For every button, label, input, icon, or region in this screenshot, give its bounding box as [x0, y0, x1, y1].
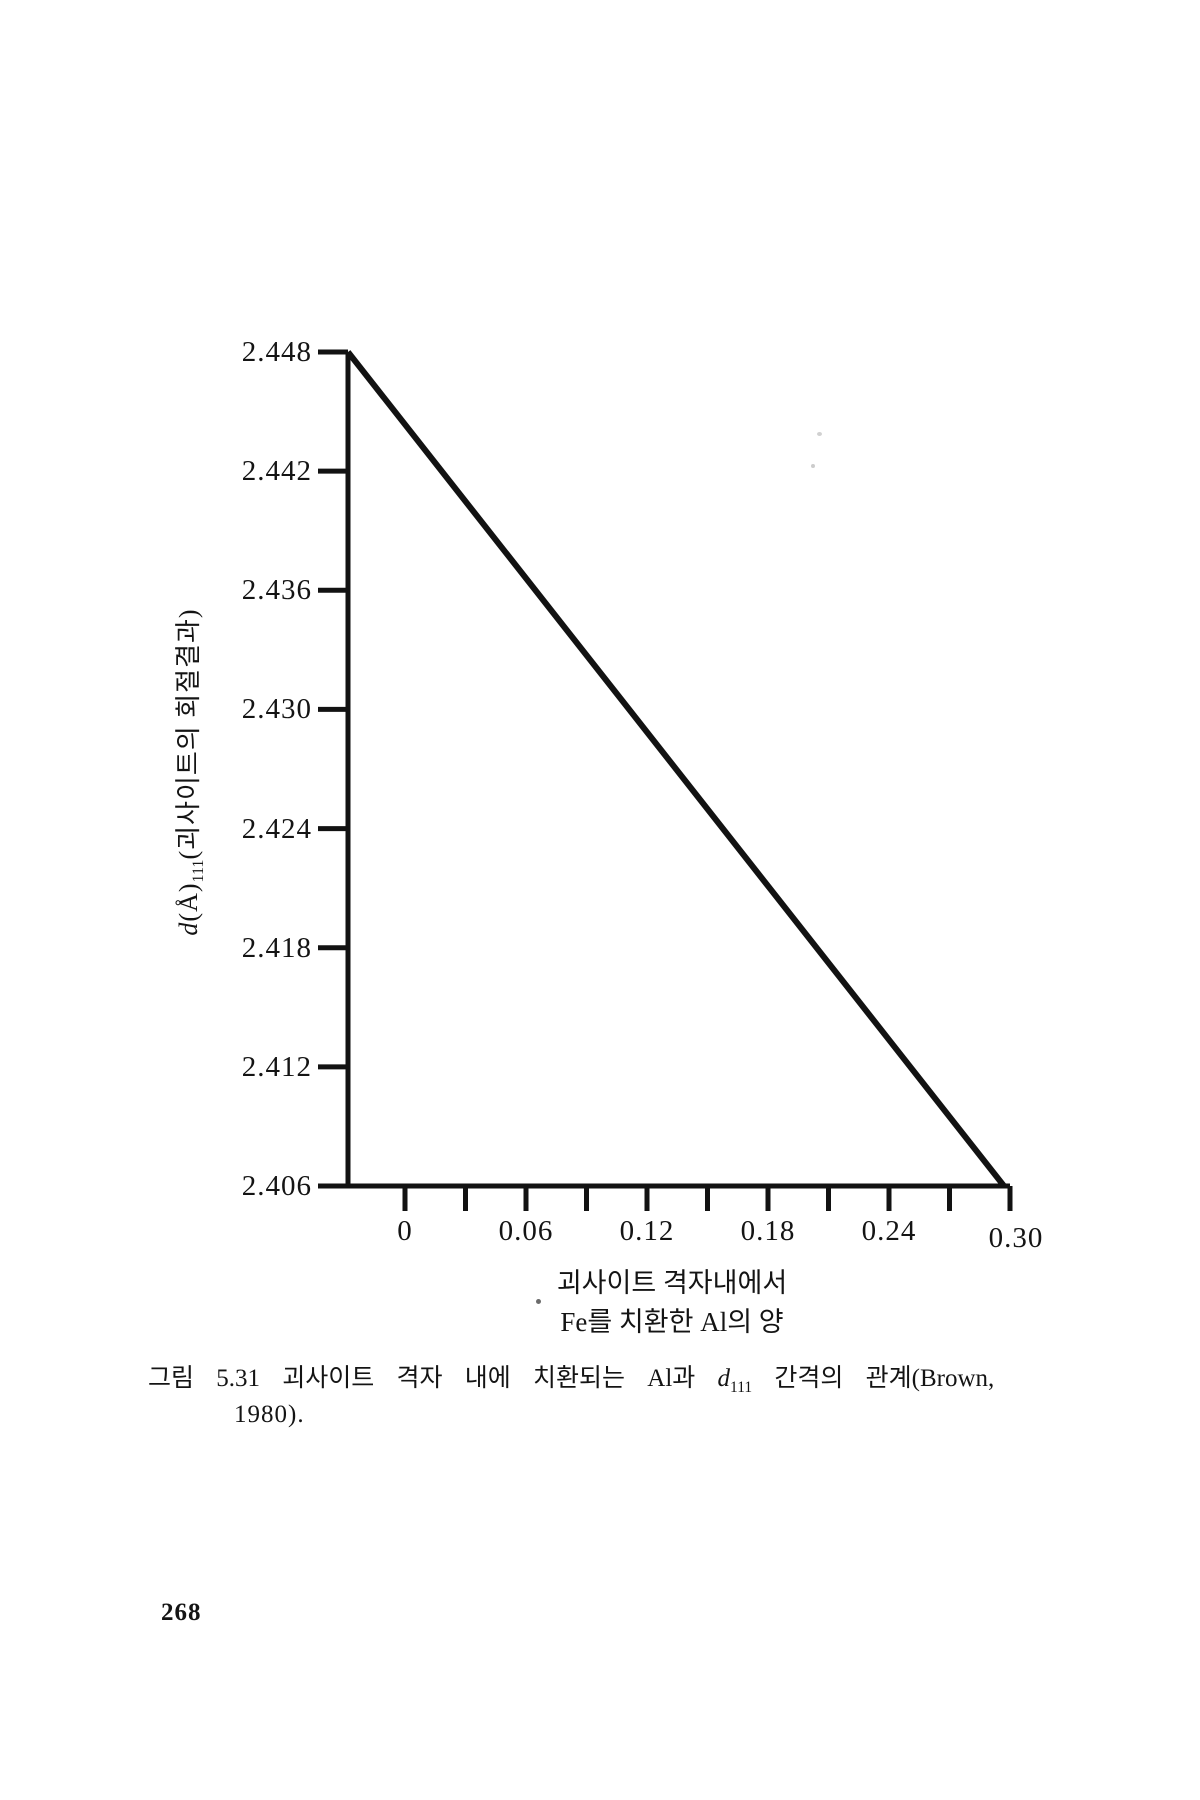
page-number: 268 [161, 1599, 202, 1626]
y-axis-unit: (Å) [173, 882, 203, 922]
scan-speck [811, 464, 815, 468]
y-tick-label-2424: 2.424 [241, 813, 312, 845]
figure-caption-variable: d111 [717, 1365, 753, 1396]
x-tick-label-018: 0.18 [740, 1215, 796, 1247]
figure-caption-text-post: 간격의 관계(Brown, [774, 1365, 995, 1392]
y-axis-description: (괴사이트의 회절결과) [173, 608, 203, 860]
x-tick-label-030: 0.30 [988, 1222, 1044, 1254]
y-tick-label-2406: 2.406 [241, 1170, 312, 1202]
y-axis-variable: d [173, 921, 203, 936]
y-axis-subscript: 111 [190, 859, 208, 883]
figure-caption-label: 그림 5.31 [148, 1365, 261, 1392]
x-tick-label-012: 0.12 [619, 1215, 675, 1247]
figure-caption-line2: 1980). [234, 1401, 305, 1428]
x-tick-label-024: 0.24 [861, 1215, 917, 1247]
figure-caption-line1: 그림 5.31 괴사이트 격자 내에 치환되는 Al과 d111 간격의 관계(… [148, 1362, 1078, 1404]
x-axis-title-line1: 괴사이트 격자내에서 [556, 1268, 788, 1298]
y-tick-label-2412: 2.412 [241, 1051, 312, 1083]
y-tick-label-2418: 2.418 [241, 932, 312, 964]
x-axis-title-line2: Fe를 치환한 Al의 양 [560, 1307, 784, 1337]
y-tick-label-2436: 2.436 [241, 574, 312, 606]
x-tick-label-0: 0 [397, 1215, 413, 1247]
scan-speck [817, 432, 822, 436]
x-tick-label-006: 0.06 [498, 1215, 554, 1247]
y-axis-title: d(Å)111(괴사이트의 회절결과) [168, 608, 208, 935]
scan-speck [536, 1299, 541, 1304]
y-tick-label-2442: 2.442 [241, 455, 312, 487]
y-tick-label-2448: 2.448 [241, 336, 312, 368]
x-axis-title: 괴사이트 격자내에서 Fe를 치환한 Al의 양 [412, 1264, 932, 1342]
y-tick-label-2430: 2.430 [241, 693, 312, 725]
figure-caption-text-pre: 괴사이트 격자 내에 치환되는 Al과 [282, 1365, 696, 1392]
